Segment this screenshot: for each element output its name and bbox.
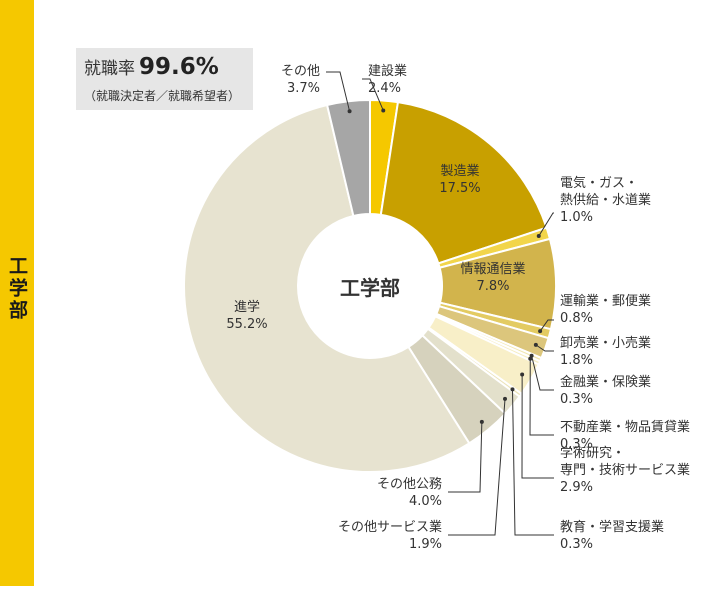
slice-label-10: その他サービス業 1.9% — [338, 519, 442, 552]
leader-line-13 — [326, 71, 351, 112]
leader-line-7 — [529, 358, 554, 436]
sidebar-bar: 工学部 — [0, 0, 34, 586]
slice-label-11: その他公務 4.0% — [377, 477, 442, 509]
slice-label-13: その他 3.7% — [281, 64, 320, 96]
slice-label-0: 建設業 2.4% — [368, 63, 407, 96]
leader-line-5 — [535, 344, 554, 352]
slice-label-1: 製造業 17.5% — [439, 163, 480, 196]
center-label: 工学部 — [340, 276, 400, 300]
slice-label-2: 電気・ガス・熱供給・水道業 1.0% — [560, 175, 651, 225]
employment-rate-note: （就職決定者／就職希望者） — [84, 89, 241, 103]
leader-line-2 — [538, 212, 554, 237]
slice-label-8: 学術研究・専門・技術サービス業 2.9% — [560, 445, 690, 495]
leader-line-11 — [448, 421, 483, 493]
slice-label-3: 情報通信業 7.8% — [460, 261, 525, 294]
leader-line-8 — [521, 374, 554, 479]
slice-label-12: 進学 55.2% — [226, 299, 267, 332]
employment-rate-line: 就職率 99.6% — [84, 54, 219, 80]
leader-line-6 — [531, 355, 554, 391]
slice-label-9: 教育・学習支援業 0.3% — [560, 519, 664, 552]
employment-rate-value: 99.6% — [139, 54, 219, 80]
leader-lines — [326, 71, 554, 536]
slice-label-7: 不動産業・物品賃貸業 0.3% — [560, 419, 690, 452]
slice-label-5: 卸売業・小売業 1.8% — [560, 335, 651, 368]
slice-label-4: 運輸業・郵便業 0.8% — [560, 293, 651, 326]
chart-slices — [182, 98, 557, 473]
leader-line-9 — [511, 389, 554, 536]
employment-rate-label: 就職率 — [84, 59, 135, 79]
donut-hole — [298, 214, 442, 358]
leader-line-4 — [539, 319, 554, 332]
leader-line-0 — [362, 78, 384, 111]
sidebar-label: 工学部 — [6, 256, 28, 322]
slice-labels: 建設業 2.4% 製造業 17.5% 電気・ガス・熱供給・水道業 1.0% 情報通信業 7.8… — [226, 63, 690, 552]
employment-rate-box: 就職率 99.6% （就職決定者／就職希望者） — [76, 48, 253, 110]
slice-label-6: 金融業・保険業 0.3% — [560, 374, 651, 407]
leader-line-10 — [448, 398, 506, 536]
